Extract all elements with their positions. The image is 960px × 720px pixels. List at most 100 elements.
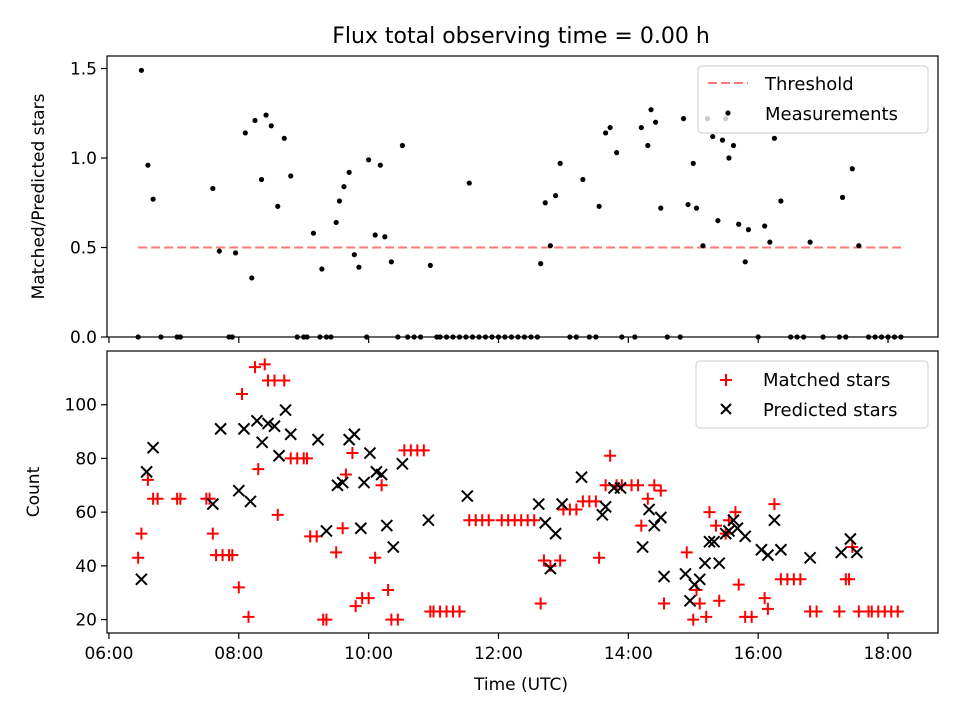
x-tick-label: 14:00 <box>604 644 653 664</box>
measurement-point <box>839 194 846 200</box>
measurement-point <box>603 130 609 136</box>
x-tick-label: 08:00 <box>214 644 263 664</box>
predicted-star-point <box>642 503 656 516</box>
measurement-point <box>726 155 732 161</box>
measurement-point <box>252 117 258 124</box>
measurement-point <box>710 133 716 140</box>
predicted-star-point <box>206 497 220 511</box>
predicted-star-point <box>272 449 286 462</box>
measurement-point <box>745 227 752 233</box>
predicted-star-point <box>614 481 627 495</box>
predicted-star-point <box>320 524 333 538</box>
legend-measurements-label: Measurements <box>765 104 898 125</box>
measurement-point <box>648 107 654 113</box>
predicted-star-point <box>146 441 160 454</box>
count-y-tick-label: 100 <box>65 396 97 416</box>
predicted-star-point <box>214 422 227 436</box>
predicted-star-point <box>387 540 400 554</box>
measurement-point <box>382 234 388 240</box>
predicted-star-point <box>835 546 848 559</box>
matched-star-point <box>709 519 722 532</box>
matched-star-point <box>680 546 693 559</box>
measurement-point <box>542 200 548 206</box>
predicted-star-point <box>422 513 435 527</box>
measurement-point <box>719 137 726 143</box>
matched-star-point <box>604 449 617 462</box>
count-x-ticks: 06:00 08:00 10:00 12:00 14:00 16:00 18:00 <box>84 633 913 664</box>
matched-star-point <box>242 610 255 623</box>
matched-star-point <box>482 514 495 527</box>
measurement-point <box>427 262 433 269</box>
legend-threshold-label: Threshold <box>764 74 854 95</box>
predicted-star-point <box>575 471 588 484</box>
predicted-star-point <box>727 513 740 527</box>
matched-star-point <box>544 559 557 572</box>
measurement-point <box>685 201 691 208</box>
measurement-point <box>351 252 357 258</box>
ratio-legend: Threshold Measurements <box>697 65 929 134</box>
measurement-point <box>614 150 620 156</box>
x-axis-label: Time (UTC) <box>473 675 568 695</box>
matched-star-point <box>375 479 388 492</box>
matched-star-point <box>453 605 466 618</box>
measurement-point <box>210 185 216 192</box>
measurement-point <box>778 198 784 204</box>
legend-matched-swatch <box>720 374 732 386</box>
predicted-star-point <box>774 543 788 556</box>
predicted-star-point <box>261 417 275 430</box>
predicted-star-point <box>844 532 857 546</box>
matched-star-point <box>599 479 612 492</box>
count-legend-box <box>695 360 929 429</box>
predicted-star-point <box>135 573 148 586</box>
predicted-star-point <box>693 573 706 586</box>
matched-star-point <box>654 484 667 497</box>
matched-star-point <box>330 546 343 559</box>
measurement-point <box>680 116 687 122</box>
measurement-point <box>333 219 339 226</box>
measurement-point <box>762 223 768 229</box>
predicted-star-point <box>703 535 716 548</box>
matched-star-point <box>891 605 904 618</box>
measurement-point <box>547 243 554 249</box>
measurement-point <box>310 230 317 236</box>
matched-star-point <box>693 597 706 610</box>
measurement-point <box>336 198 343 204</box>
count-y-ticks: 20 40 60 80 100 <box>65 396 107 631</box>
predicted-star-point <box>636 540 649 554</box>
matched-star-point <box>570 503 583 516</box>
ratio-legend-box <box>697 65 929 134</box>
measurement-point <box>557 160 563 166</box>
ratio-axes-frame <box>106 55 939 338</box>
predicted-star-point <box>375 468 388 481</box>
ratio-x-ticks <box>108 337 889 343</box>
matched-star-point <box>391 613 404 626</box>
matched-star-point <box>729 506 742 519</box>
count-plot-area <box>132 358 904 626</box>
matched-star-point <box>236 387 249 400</box>
count-y-tick-label: 40 <box>75 557 97 577</box>
matched-star-point <box>843 573 856 586</box>
measurement-point <box>288 173 294 179</box>
measurement-point <box>466 180 472 186</box>
legend-matched-label: Matched stars <box>763 370 890 391</box>
predicted-star-point <box>707 535 721 548</box>
matched-star-point <box>320 613 333 626</box>
matched-star-point <box>310 530 323 543</box>
matched-star-point <box>635 519 648 532</box>
count-panel: 20 40 60 80 100 06:00 08:00 10:00 12:00 14:00 16:… <box>24 350 939 695</box>
measurement-point <box>700 243 706 249</box>
measurement-point <box>249 275 255 281</box>
matched-star-point <box>362 592 375 605</box>
predicted-star-point <box>268 419 281 433</box>
matched-star-point <box>534 597 547 610</box>
predicted-star-point <box>237 422 251 436</box>
predicted-star-point <box>396 457 409 471</box>
matched-star-point <box>794 573 807 586</box>
ratio-y-axis-label: Matched/Predicted stars <box>29 93 49 299</box>
predicted-star-point <box>850 546 864 559</box>
x-tick-label: 06:00 <box>84 644 133 664</box>
chart-title: Flux total observing time = 0.00 h <box>332 24 710 49</box>
measurement-point <box>658 205 664 211</box>
predicted-star-point <box>698 556 712 570</box>
